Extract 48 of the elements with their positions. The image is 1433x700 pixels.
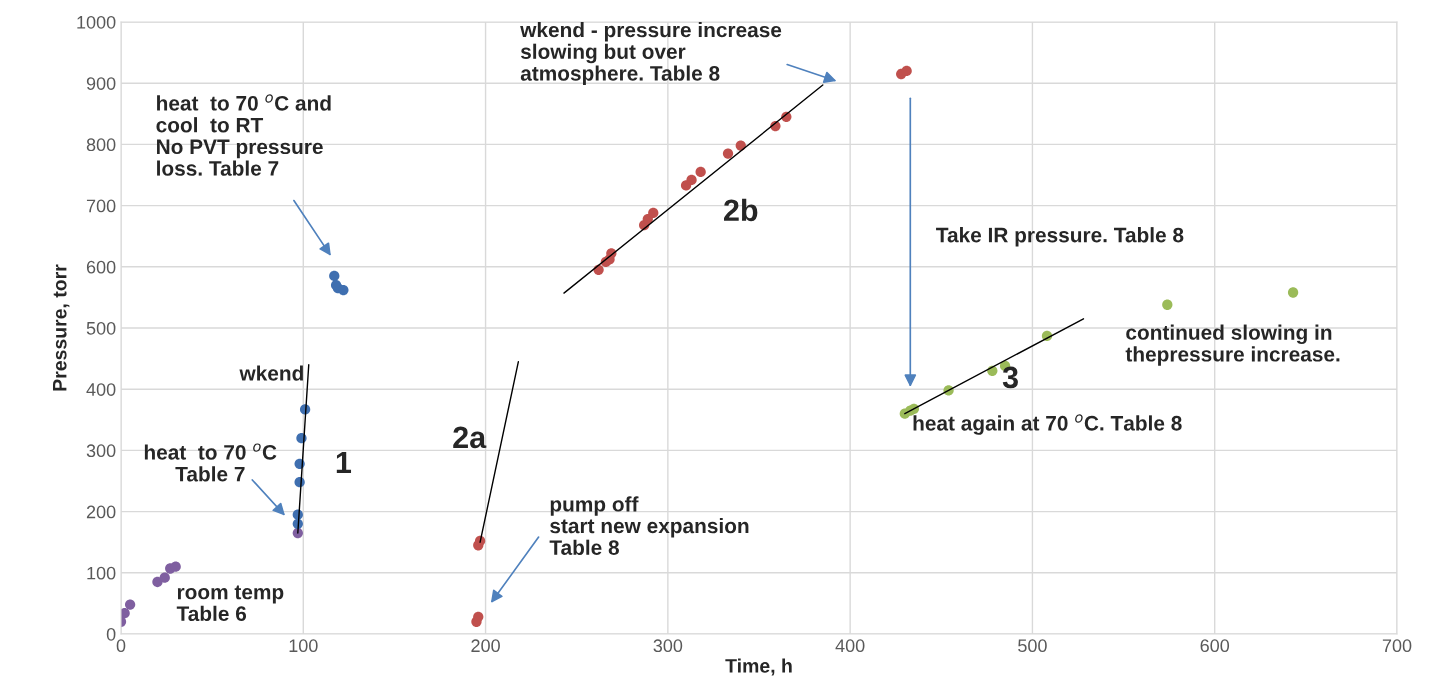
x-tick-label: 400 <box>835 639 865 653</box>
point <box>338 284 349 296</box>
annotation: heat to 70 $^{o}$C Table 7 <box>144 443 277 482</box>
annotation: 3 <box>1002 366 1018 389</box>
annotation: heat to 70 $^{o}$C and cool to RT No PVT pressure loss. Table 7 <box>156 94 331 176</box>
y-tick-label: 500 <box>86 321 116 335</box>
x-tick-label: 300 <box>653 639 683 653</box>
annotation: wkend <box>239 365 303 381</box>
y-tick-label: 800 <box>86 138 116 152</box>
annotation: room temp Table 6 <box>176 585 284 622</box>
y-axis-title: Pressure, torr <box>53 264 70 391</box>
x-tick-label: 600 <box>1200 639 1230 653</box>
x-tick-label: 200 <box>471 639 500 653</box>
y-tick-label: 400 <box>86 383 116 396</box>
annotation: heat again at 70 $^{o}$C. Table 8 <box>913 414 1182 435</box>
y-tick-label: 200 <box>86 505 116 519</box>
point <box>329 270 340 282</box>
annotation: continued slowing in thepressure increase. <box>1125 324 1340 366</box>
point <box>901 65 912 77</box>
y-tick-label: 700 <box>86 199 116 213</box>
annotation: 2b <box>724 198 758 222</box>
point <box>1287 287 1299 298</box>
y-tick-label: 600 <box>86 260 116 274</box>
point <box>722 148 734 159</box>
y-tick-label: 1000 <box>77 15 116 29</box>
x-tick-label: 500 <box>1018 639 1047 653</box>
annotation: 2a <box>453 426 487 449</box>
y-tick-label: 300 <box>86 444 116 458</box>
x-axis-title: Time, h <box>725 658 792 676</box>
point <box>648 207 659 219</box>
point <box>695 166 706 178</box>
x-tick-label: 0 <box>116 639 126 653</box>
annotation: pump off start new expansion Table 8 <box>549 496 749 555</box>
x-tick-label: 700 <box>1382 639 1412 653</box>
y-tick-label: 900 <box>86 77 116 90</box>
x-tick-label: 100 <box>289 639 318 653</box>
point <box>152 576 163 588</box>
annotation: 1 <box>336 451 352 473</box>
point <box>159 572 170 583</box>
point <box>686 174 697 186</box>
point <box>1162 299 1173 310</box>
y-tick-label: 100 <box>87 566 116 580</box>
y-tick-label: 0 <box>106 627 116 641</box>
point <box>124 599 136 610</box>
annotation: Take IR pressure. Table 8 <box>936 227 1184 247</box>
annotation: wkend - pressure increase slowing but over atmosphere. Table 8 <box>520 22 782 85</box>
point <box>121 608 130 619</box>
point <box>170 561 181 572</box>
